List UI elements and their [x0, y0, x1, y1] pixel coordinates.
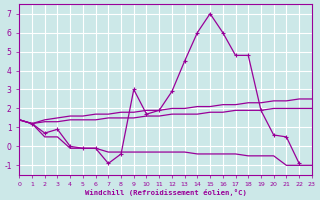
- X-axis label: Windchill (Refroidissement éolien,°C): Windchill (Refroidissement éolien,°C): [84, 189, 246, 196]
